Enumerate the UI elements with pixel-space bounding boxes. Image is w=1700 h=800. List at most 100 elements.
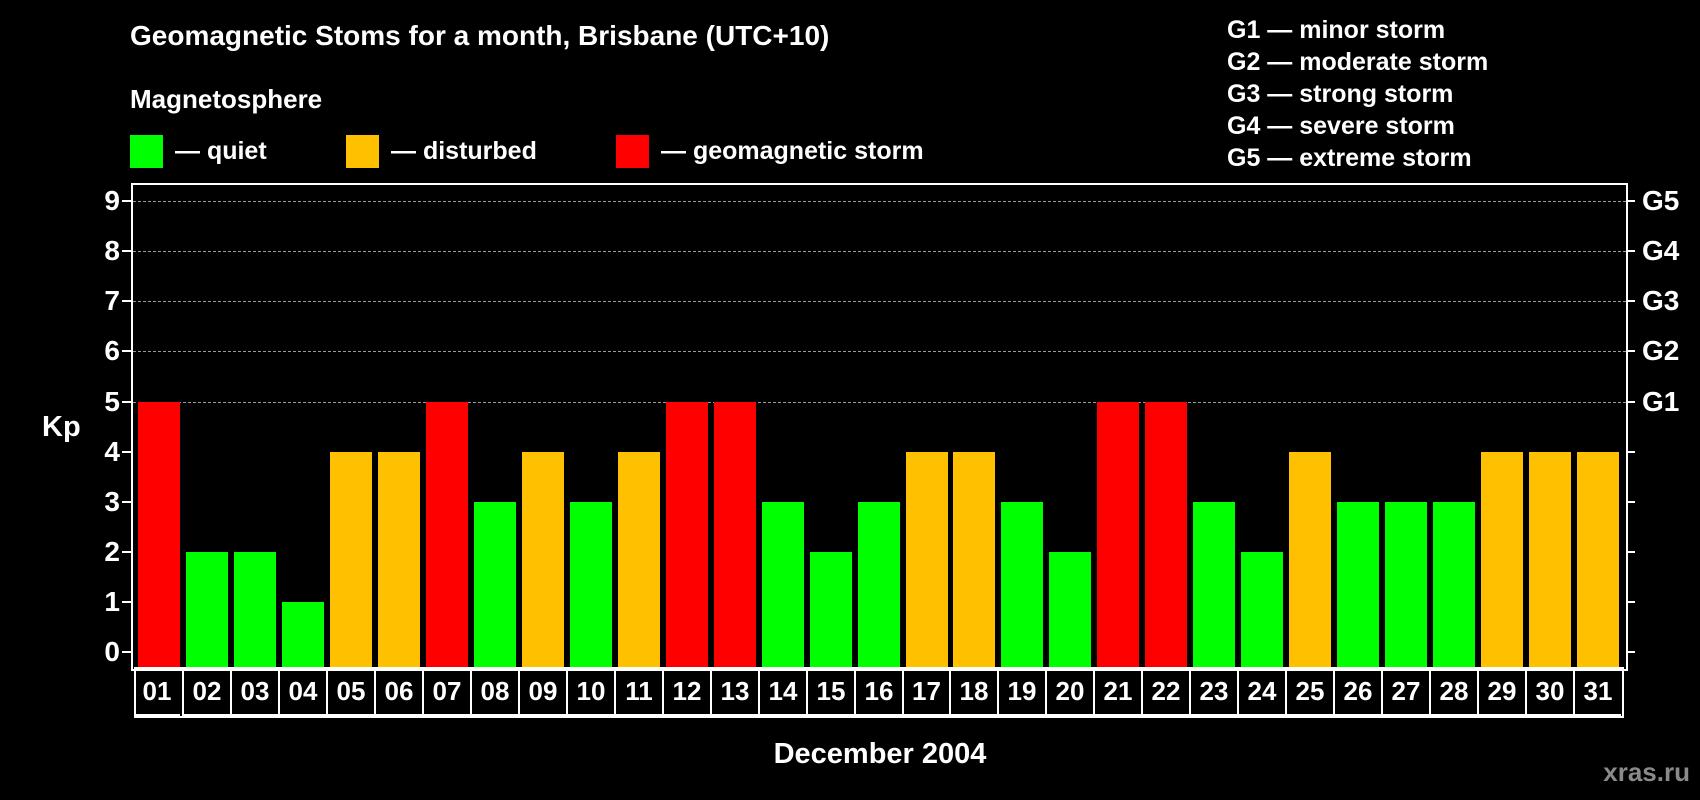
y-tick-label: 7 [104, 285, 120, 316]
g-scale-label-g4: G4 [1642, 235, 1680, 266]
magnetosphere-label: Magnetosphere [130, 84, 323, 114]
watermark: xras.ru [1603, 757, 1690, 787]
legend-swatch-quiet [130, 134, 163, 168]
y-tick [122, 501, 131, 503]
y-tick-label: 8 [104, 235, 120, 266]
bar-day-30 [1529, 452, 1571, 667]
g-scale-label-g3: G3 [1642, 285, 1680, 316]
bar-day-10 [570, 502, 612, 667]
x-tick-label-day-03: 03 [230, 669, 278, 716]
y-tick [122, 601, 131, 603]
bar-day-14 [762, 502, 804, 667]
x-tick-label-day-16: 16 [854, 669, 902, 716]
x-tick-label-day-17: 17 [902, 669, 949, 716]
x-tick-label-day-20: 20 [1045, 669, 1093, 716]
legend-item-storm: — geomagnetic storm [616, 134, 924, 168]
x-tick-label-day-05: 05 [326, 669, 374, 716]
y-tick-label: 4 [104, 436, 120, 467]
y-axis-label: Kp [42, 411, 81, 443]
legend-label-disturbed: — disturbed [391, 136, 537, 165]
bar-day-16 [858, 502, 900, 667]
gridline-8 [133, 251, 1626, 252]
x-tick-label-day-21: 21 [1093, 669, 1141, 716]
x-tick-label-day-23: 23 [1189, 669, 1237, 716]
x-tick-label-day-29: 29 [1477, 669, 1525, 716]
bar-day-02 [186, 552, 228, 667]
legend-label-quiet: — quiet [175, 136, 267, 165]
g-scale-label-g2: G2 [1642, 335, 1680, 366]
bar-day-05 [330, 452, 372, 667]
gridline-7 [133, 301, 1626, 302]
x-tick-label-day-04: 04 [278, 669, 326, 716]
bar-day-21 [1097, 402, 1139, 667]
x-tick-label-day-27: 27 [1381, 669, 1429, 716]
x-tick-label-day-18: 18 [949, 669, 997, 716]
y-tick [122, 350, 131, 352]
x-tick-label-day-22: 22 [1141, 669, 1189, 716]
x-tick-label-day-28: 28 [1429, 669, 1477, 716]
bar-day-17 [906, 452, 948, 667]
y-tick [122, 651, 131, 653]
x-tick-label-day-07: 07 [422, 669, 470, 716]
bar-day-03 [234, 552, 276, 667]
g-scale-label-g5: G5 [1642, 185, 1680, 216]
y-tick [122, 401, 131, 403]
x-tick-label-day-08: 08 [470, 669, 518, 716]
g-legend-g4: G4 — severe storm [1227, 112, 1455, 140]
x-tick-label-day-25: 25 [1285, 669, 1333, 716]
bar-day-27 [1385, 502, 1427, 667]
x-tick-label-day-13: 13 [710, 669, 758, 716]
y-tick [122, 551, 131, 553]
x-tick-label-day-30: 30 [1525, 669, 1573, 716]
x-tick-label-day-26: 26 [1333, 669, 1381, 716]
bar-day-12 [666, 402, 708, 667]
y-tick-label: 2 [104, 536, 120, 567]
x-tick-label-day-09: 09 [518, 669, 566, 716]
x-tick-label-day-14: 14 [758, 669, 806, 716]
bar-day-22 [1145, 402, 1187, 667]
right-tick [1626, 300, 1635, 302]
plot-area [131, 183, 1628, 671]
bar-day-29 [1481, 452, 1523, 667]
y-tick-label: 3 [104, 486, 120, 517]
bar-day-19 [1001, 502, 1043, 667]
y-tick-label: 1 [104, 586, 120, 617]
x-tick-label-day-02: 02 [182, 669, 230, 716]
right-tick [1626, 501, 1635, 503]
bar-day-20 [1049, 552, 1091, 667]
y-tick [122, 300, 131, 302]
legend-label-storm: — geomagnetic storm [661, 136, 924, 165]
gridline-9 [133, 201, 1626, 202]
y-tick-label: 9 [104, 185, 120, 216]
bar-day-26 [1337, 502, 1379, 667]
bar-day-01 [138, 402, 180, 667]
x-tick-label-day-10: 10 [566, 669, 614, 716]
right-tick [1626, 451, 1635, 453]
x-tick-label-day-19: 19 [997, 669, 1045, 716]
y-tick-label: 0 [104, 636, 120, 667]
legend-swatch-storm [616, 134, 649, 168]
gridline-5 [133, 402, 1626, 403]
right-tick [1626, 250, 1635, 252]
legend-item-quiet: — quiet [130, 134, 267, 168]
g-legend-g3: G3 — strong storm [1227, 80, 1454, 108]
bar-day-09 [522, 452, 564, 667]
bar-day-08 [474, 502, 516, 667]
y-tick-label: 5 [104, 386, 120, 417]
x-tick-label-day-24: 24 [1237, 669, 1285, 716]
right-tick [1626, 601, 1635, 603]
g-scale-legend: G1 — minor storm G2 — moderate storm G3 … [1227, 14, 1488, 174]
y-tick-label: 6 [104, 335, 120, 366]
g-legend-g2: G2 — moderate storm [1227, 48, 1489, 76]
g-scale-label-g1: G1 [1642, 386, 1680, 417]
x-axis-day-frame [134, 667, 1624, 718]
bar-day-31 [1577, 452, 1619, 667]
bar-day-23 [1193, 502, 1235, 667]
bar-day-07 [426, 402, 468, 667]
right-tick [1626, 651, 1635, 653]
bar-day-28 [1433, 502, 1475, 667]
y-tick [122, 200, 131, 202]
legend-item-disturbed: — disturbed [346, 134, 537, 168]
x-tick-label-day-01: 01 [134, 669, 180, 716]
right-tick [1626, 551, 1635, 553]
